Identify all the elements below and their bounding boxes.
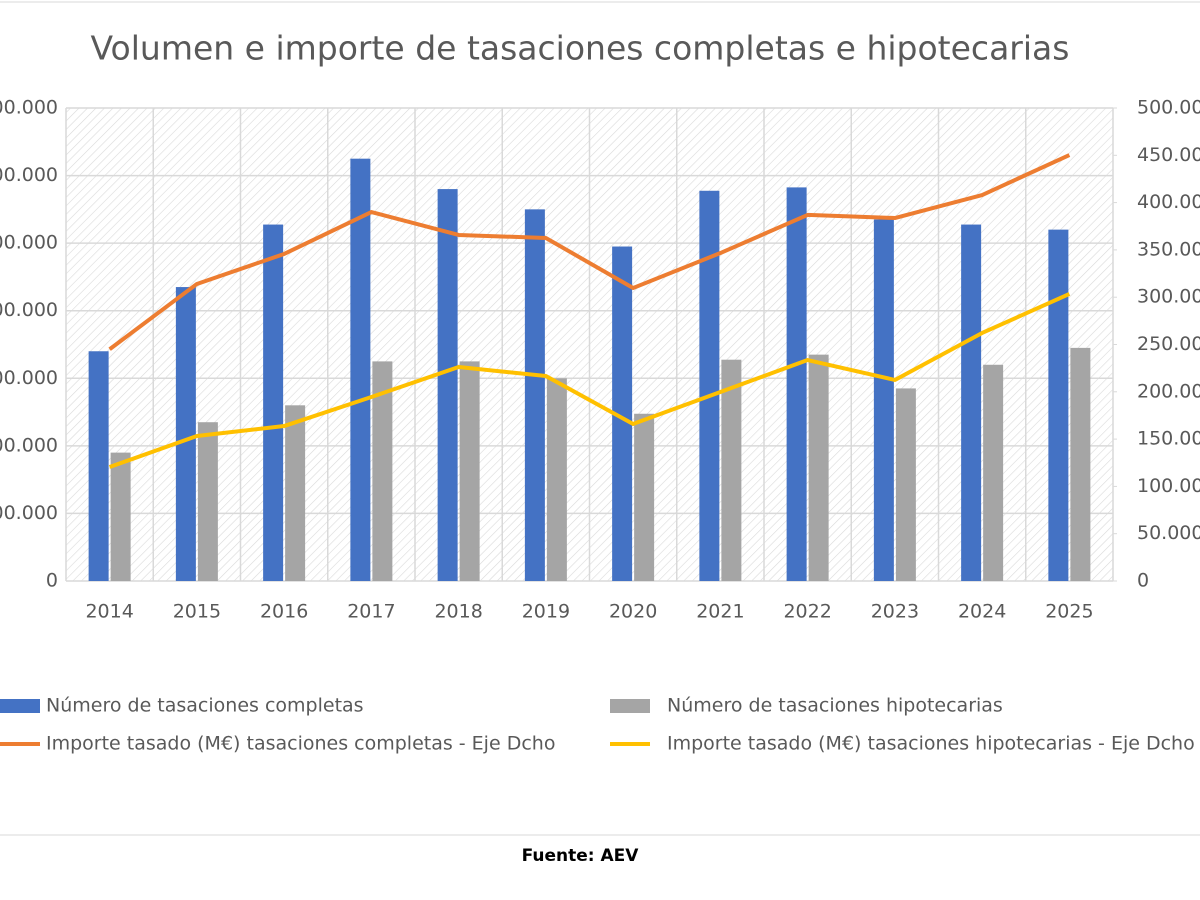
bar [437,189,458,582]
x-tick-label: 2020 [609,601,657,623]
bar [546,378,567,581]
bar [721,359,742,581]
bar [372,361,393,581]
y2-tick-label: 450.000 [1137,144,1200,166]
y-tick-label: 600.000 [0,367,58,389]
legend-label: Número de tasaciones hipotecarias [667,695,1003,717]
y2-tick-label: 500.000 [1137,97,1200,119]
source: Fuente: AEV [522,846,640,866]
x-tick-label: 2023 [871,601,919,623]
y-tick-label: 200.000 [0,502,58,524]
legend-label: Número de tasaciones completas [46,695,364,717]
y-tick-label: 800.000 [0,299,58,321]
x-tick-label: 2021 [696,601,744,623]
bar [808,354,829,581]
legend-swatch [610,699,650,713]
bar [197,422,218,581]
y-tick-label: 1.000.000 [0,232,58,254]
bar [895,388,916,581]
chart-title: Volumen e importe de tasaciones completa… [91,29,1070,68]
y2-tick-label: 200.000 [1137,380,1200,402]
legend-label: Importe tasado (M€) tasaciones completas… [46,733,555,755]
bar [350,158,371,581]
x-tick-label: 2014 [85,601,133,623]
legend-label: Importe tasado (M€) tasaciones hipotecar… [667,733,1195,755]
y2-tick-label: 0 [1137,570,1149,592]
bar [110,452,131,581]
bar [1048,229,1069,581]
bar [175,287,196,581]
y2-tick-label: 350.000 [1137,238,1200,260]
bar [983,364,1004,581]
y-tick-label: 0 [46,570,58,592]
x-tick-label: 2024 [958,601,1006,623]
x-tick-label: 2019 [522,601,570,623]
bar [88,351,109,581]
x-tick-label: 2018 [434,601,482,623]
bar [786,187,807,581]
y2-tick-label: 250.000 [1137,333,1200,355]
line [108,153,1071,351]
y-tick-label: 1.200.000 [0,164,58,186]
bar [634,413,655,581]
bar [524,209,545,581]
bar [612,246,633,581]
bar [699,190,720,581]
legend-swatch [0,699,40,713]
line [108,292,1071,469]
bar [1070,347,1091,581]
y2-tick-label: 100.000 [1137,475,1200,497]
x-tick-label: 2017 [347,601,395,623]
x-tick-label: 2016 [260,601,308,623]
bar [459,361,480,581]
x-tick-label: 2022 [783,601,831,623]
x-tick-label: 2025 [1045,601,1093,623]
y2-tick-label: 400.000 [1137,191,1200,213]
bar [285,405,306,581]
y2-tick-label: 150.000 [1137,428,1200,450]
y2-tick-label: 300.000 [1137,286,1200,308]
bar [961,224,982,581]
y2-tick-label: 50.000 [1137,522,1200,544]
x-tick-label: 2015 [173,601,221,623]
y-tick-label: 400.000 [0,434,58,456]
y-tick-label: 1.400.000 [0,97,58,119]
bar [263,224,284,581]
bar [873,219,894,581]
